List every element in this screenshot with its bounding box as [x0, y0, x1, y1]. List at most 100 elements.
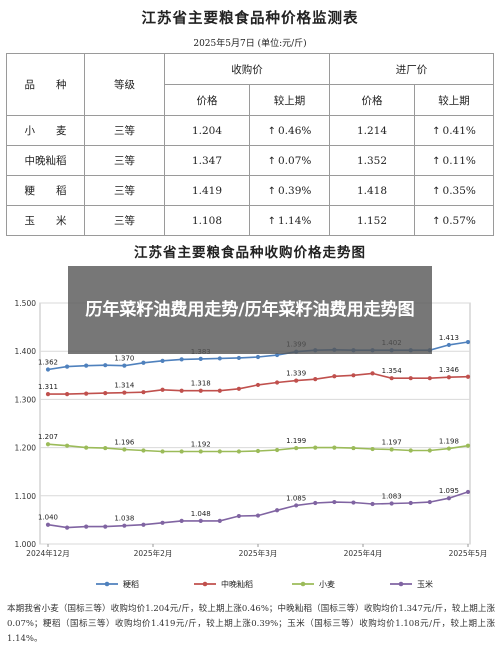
- data-point: [45, 442, 51, 447]
- data-point: [103, 363, 108, 368]
- data-label: 1.346: [439, 366, 460, 374]
- table-row: 玉 米 三等 1.108 ↑ 1.14% 1.152 ↑ 0.57%: [6, 205, 494, 236]
- data-point: [294, 445, 299, 451]
- data-point: [160, 387, 165, 392]
- cell-purchase-change-value: 0.07%: [278, 154, 312, 167]
- data-point: [141, 390, 146, 395]
- data-point: [255, 354, 261, 360]
- header-purchase-price: 收购价: [164, 53, 330, 85]
- summary-note: 本期我省小麦（国标三等）收购均价1.204元/斤，较上期上涨0.46%；中晚籼稻…: [7, 604, 495, 644]
- cell-variety: 中晚籼稻: [6, 145, 85, 176]
- up-arrow-icon: ↑: [432, 155, 441, 167]
- document-date-unit: 2025年5月7日 (单位:元/斤): [193, 39, 307, 49]
- data-label: 1.196: [114, 439, 135, 447]
- data-label: 1.095: [439, 487, 459, 495]
- data-label: 1.362: [38, 359, 58, 367]
- data-label: 1.048: [191, 510, 211, 518]
- cell-factory-change-value: 0.11%: [442, 154, 476, 167]
- data-point: [122, 447, 127, 452]
- cell-purchase-price: 1.419: [164, 175, 250, 206]
- cell-grade: 三等: [84, 205, 165, 236]
- x-tick-label: 2025年2月: [134, 548, 173, 558]
- data-point: [427, 499, 432, 505]
- y-tick-label: 1.300: [15, 395, 37, 404]
- up-arrow-icon: ↑: [267, 215, 277, 227]
- y-tick-label: 1.500: [15, 299, 37, 308]
- table-row: 粳 稻 三等 1.419 ↑ 0.39% 1.418 ↑ 0.35%: [6, 175, 494, 206]
- data-point: [236, 386, 242, 391]
- data-point: [179, 449, 184, 454]
- up-arrow-icon: ↑: [267, 155, 277, 167]
- cell-grade: 三等: [84, 175, 165, 206]
- up-arrow-icon: ↑: [432, 185, 441, 197]
- data-point: [64, 391, 70, 397]
- cell-purchase-price: 1.108: [164, 205, 250, 236]
- cell-factory-change: ↑ 0.57%: [414, 205, 494, 236]
- data-point: [408, 376, 413, 381]
- data-point: [179, 388, 184, 393]
- header-factory-price: 进厂价: [329, 53, 494, 85]
- data-point: [370, 446, 375, 452]
- data-point: [64, 443, 70, 448]
- x-tick-label: 2024年12月: [26, 548, 70, 558]
- legend-marker: [300, 581, 306, 587]
- cell-factory-change: ↑ 0.41%: [414, 115, 494, 146]
- table-row: 小 麦 三等 1.204 ↑ 0.46% 1.214 ↑ 0.41%: [6, 115, 494, 146]
- cell-purchase-change: ↑ 0.07%: [249, 145, 330, 176]
- cell-purchase-change: ↑ 1.14%: [249, 205, 330, 236]
- data-point: [351, 500, 356, 505]
- up-arrow-icon: ↑: [267, 125, 277, 137]
- legend-marker: [398, 581, 404, 587]
- y-tick-label: 1.400: [15, 347, 37, 356]
- data-point: [160, 449, 165, 454]
- data-point: [351, 373, 356, 378]
- data-point: [236, 449, 242, 454]
- legend-marker: [202, 581, 208, 587]
- data-point: [465, 339, 471, 345]
- data-point: [179, 518, 184, 523]
- cell-factory-price: 1.214: [329, 115, 415, 146]
- data-point: [446, 446, 452, 451]
- data-point: [274, 352, 280, 358]
- data-label: 1.318: [191, 380, 211, 388]
- cell-factory-change: ↑ 0.11%: [414, 145, 494, 176]
- cell-purchase-change-value: 1.14%: [278, 214, 312, 227]
- data-point: [103, 445, 108, 451]
- cell-purchase-price: 1.347: [164, 145, 250, 176]
- data-point: [141, 522, 146, 527]
- data-point: [45, 522, 51, 527]
- data-point: [255, 448, 261, 454]
- data-label: 1.370: [114, 355, 134, 363]
- data-point: [160, 358, 165, 363]
- cell-factory-change: ↑ 0.35%: [414, 175, 494, 206]
- header-factory-change: 较上期: [414, 84, 494, 116]
- watermark-overlay-banner: 历年菜籽油费用走势/历年菜籽油费用走势图: [68, 266, 432, 354]
- data-point: [45, 367, 51, 372]
- data-point: [332, 445, 337, 450]
- data-point: [274, 447, 280, 453]
- cell-purchase-price: 1.204: [164, 115, 250, 146]
- y-tick-label: 1.200: [15, 444, 37, 453]
- up-arrow-icon: ↑: [432, 215, 441, 227]
- chart-title: 江苏省主要粮食品种收购价格走势图: [134, 245, 366, 261]
- data-point: [122, 363, 127, 368]
- data-point: [122, 390, 127, 395]
- data-point: [408, 500, 413, 506]
- data-point: [255, 513, 261, 518]
- data-label: 1.038: [114, 515, 134, 523]
- cell-factory-change-value: 0.35%: [442, 184, 476, 197]
- y-tick-label: 1.100: [15, 492, 37, 501]
- cell-grade: 三等: [84, 145, 165, 176]
- data-label: 1.199: [286, 437, 306, 445]
- data-point: [389, 447, 394, 452]
- data-point: [332, 499, 337, 505]
- data-label: 1.354: [382, 367, 403, 375]
- data-point: [198, 356, 203, 362]
- data-label: 1.311: [38, 383, 58, 391]
- data-point: [408, 448, 413, 453]
- data-point: [141, 360, 146, 365]
- legend-marker: [104, 581, 110, 587]
- data-point: [84, 445, 89, 450]
- data-point: [427, 448, 432, 453]
